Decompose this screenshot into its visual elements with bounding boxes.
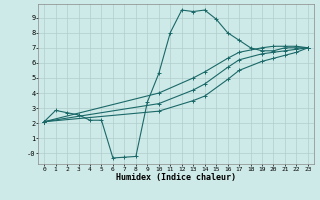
- X-axis label: Humidex (Indice chaleur): Humidex (Indice chaleur): [116, 173, 236, 182]
